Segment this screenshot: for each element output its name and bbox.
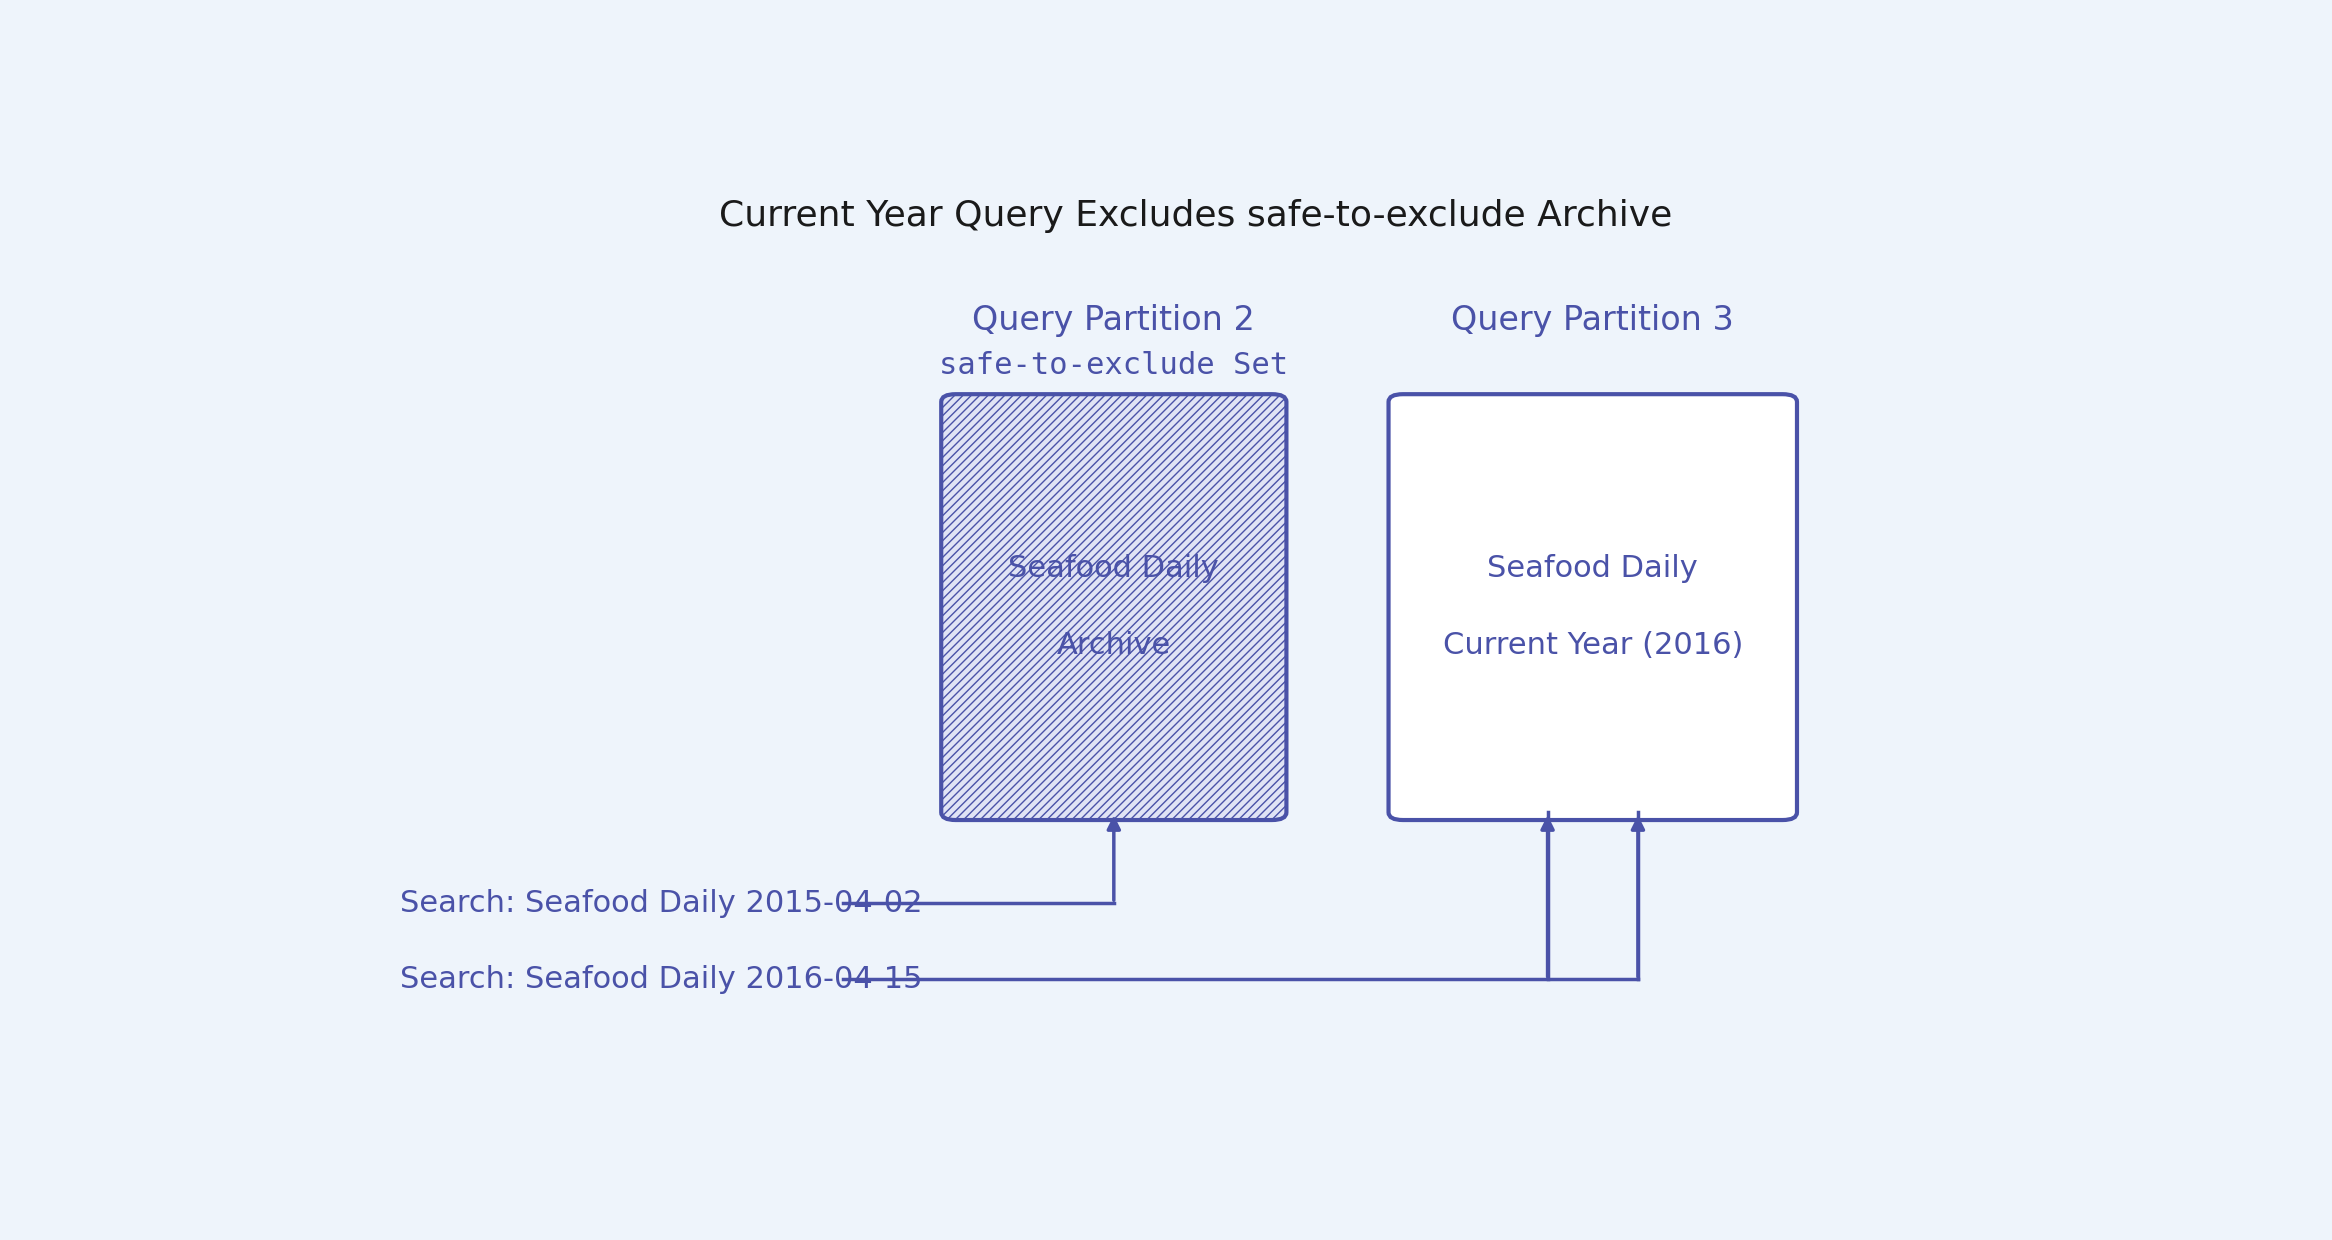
FancyBboxPatch shape <box>942 394 1287 820</box>
Text: Seafood Daily: Seafood Daily <box>1007 554 1220 583</box>
Text: Search: Seafood Daily 2016-04-15: Search: Seafood Daily 2016-04-15 <box>401 965 923 994</box>
Text: Current Year Query Excludes safe-to-exclude Archive: Current Year Query Excludes safe-to-excl… <box>718 198 1672 233</box>
Text: Seafood Daily: Seafood Daily <box>1488 554 1698 583</box>
Text: safe-to-exclude Set: safe-to-exclude Set <box>940 351 1287 379</box>
Text: Query Partition 3: Query Partition 3 <box>1451 304 1735 337</box>
Text: Query Partition 2: Query Partition 2 <box>972 304 1255 337</box>
FancyBboxPatch shape <box>1388 394 1798 820</box>
Text: Search: Seafood Daily 2015-04-02: Search: Seafood Daily 2015-04-02 <box>401 889 923 918</box>
Text: Archive: Archive <box>1056 631 1171 660</box>
Text: Current Year (2016): Current Year (2016) <box>1444 631 1742 660</box>
